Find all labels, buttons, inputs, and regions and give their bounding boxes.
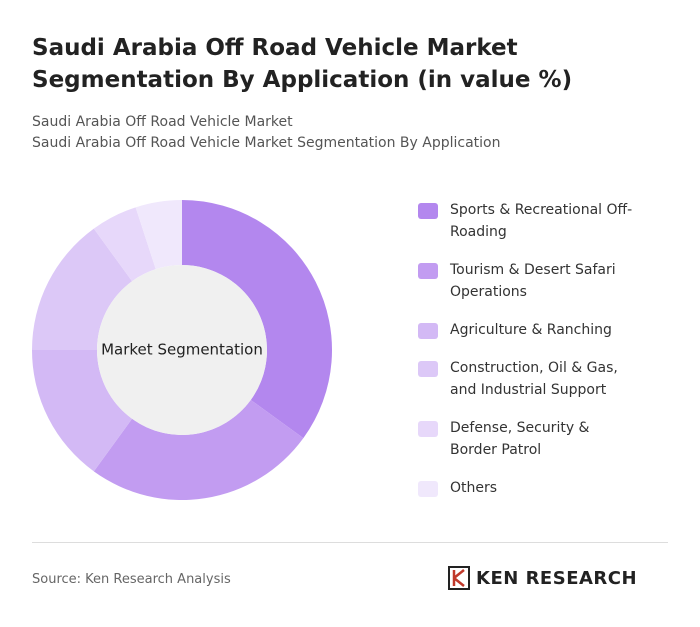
donut-slice bbox=[32, 228, 133, 350]
source: Source: Ken Research Analysis bbox=[32, 572, 231, 587]
legend-label: Others bbox=[450, 480, 498, 496]
logo-icon bbox=[448, 566, 470, 590]
legend-item: Agriculture & Ranching bbox=[418, 319, 658, 341]
donut-slice bbox=[135, 200, 182, 270]
legend: Sports & Recreational Off-Roading Tourism… bbox=[418, 199, 658, 515]
chart-title: Saudi Arabia Off Road Vehicle Market Seg… bbox=[32, 35, 573, 93]
donut-slice bbox=[93, 207, 156, 282]
donut-slice bbox=[182, 200, 332, 439]
legend-label: Defense, Security & Border Patrol bbox=[450, 420, 590, 458]
subtitle: Saudi Arabia Off Road Vehicle Market bbox=[32, 114, 293, 130]
legend-swatch bbox=[418, 323, 438, 339]
donut-center bbox=[97, 265, 267, 435]
legend-swatch bbox=[418, 361, 438, 377]
legend-swatch bbox=[418, 203, 438, 219]
donut-chart: Market Segmentation bbox=[32, 200, 332, 500]
legend-swatch bbox=[418, 481, 438, 497]
legend-swatch bbox=[418, 421, 438, 437]
legend-item: Others bbox=[418, 477, 658, 499]
legend-label: Agriculture & Ranching bbox=[450, 322, 612, 338]
legend-label: Tourism & Desert Safari Operations bbox=[450, 262, 616, 300]
legend-item: Construction, Oil & Gas, and Industrial … bbox=[418, 357, 658, 401]
divider bbox=[32, 542, 668, 543]
legend-label: Construction, Oil & Gas, and Industrial … bbox=[450, 360, 618, 398]
donut-slice bbox=[32, 350, 133, 472]
logo-text: KEN RESEARCH bbox=[476, 567, 638, 589]
legend-item: Sports & Recreational Off-Roading bbox=[418, 199, 658, 243]
center-label: Market Segmentation bbox=[101, 341, 263, 359]
legend-item: Tourism & Desert Safari Operations bbox=[418, 259, 658, 303]
donut-slice bbox=[93, 399, 304, 500]
legend-label: Sports & Recreational Off-Roading bbox=[450, 202, 633, 240]
subtitle: Saudi Arabia Off Road Vehicle Market Seg… bbox=[32, 135, 501, 151]
logo: KEN RESEARCH bbox=[448, 566, 637, 590]
legend-item: Defense, Security & Border Patrol bbox=[418, 417, 658, 461]
legend-swatch bbox=[418, 263, 438, 279]
